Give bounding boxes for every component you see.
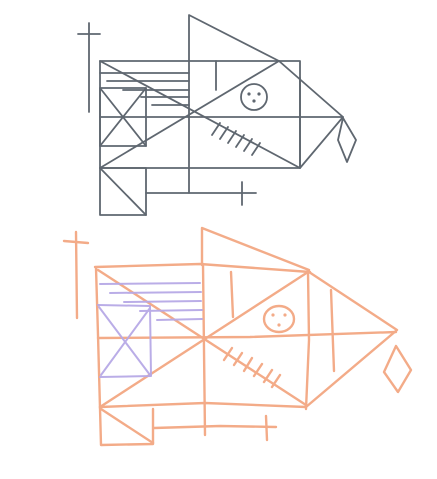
ref-diagonal-2 — [99, 60, 280, 169]
sketch-right-triangle — [304, 270, 399, 409]
sketch-vertical-333 — [329, 288, 336, 373]
ref-top-triangle — [188, 14, 280, 62]
ref-diagonal-1 — [99, 60, 301, 169]
reference-figure — [77, 14, 357, 216]
sketch-middle-horizontal — [96, 330, 398, 340]
ref-right-triangle — [278, 60, 344, 169]
ref-left-x-square — [99, 87, 147, 147]
sketch-center-vertical — [201, 262, 207, 437]
sketch-main-rectangle-bottom — [98, 401, 308, 409]
sketch-main-rectangle-top — [93, 262, 312, 274]
sketch-diagonal-2 — [98, 270, 310, 409]
sketch-vertical-232 — [229, 270, 235, 319]
ref-smiley-face — [240, 83, 268, 111]
ref-diamond — [337, 117, 357, 163]
sketch-left-x-square — [97, 304, 152, 378]
ref-cross-top-left — [77, 22, 101, 113]
ref-tick-marks — [211, 122, 261, 156]
ref-bottom-left-square — [99, 167, 147, 216]
sketch-parallel-lines — [99, 282, 203, 321]
sketch-cross-top-left — [62, 230, 90, 320]
sketch-top-triangle — [200, 226, 311, 272]
sketch-copy-figure — [62, 226, 413, 447]
sketch-main-rectangle-left — [94, 266, 102, 410]
sketch-bottom-left-diagonal — [99, 407, 155, 445]
sketch-tick-marks — [222, 346, 282, 389]
sketch-diamond — [382, 344, 413, 394]
sketch-bottom-left-square — [98, 406, 155, 447]
sketch-smiley-face — [262, 304, 296, 334]
sketch-bottom-line — [152, 424, 278, 430]
sketch-bottom-cross — [264, 414, 269, 442]
sketch-main-rectangle-right — [304, 270, 311, 411]
ref-parallel-lines — [99, 72, 190, 106]
